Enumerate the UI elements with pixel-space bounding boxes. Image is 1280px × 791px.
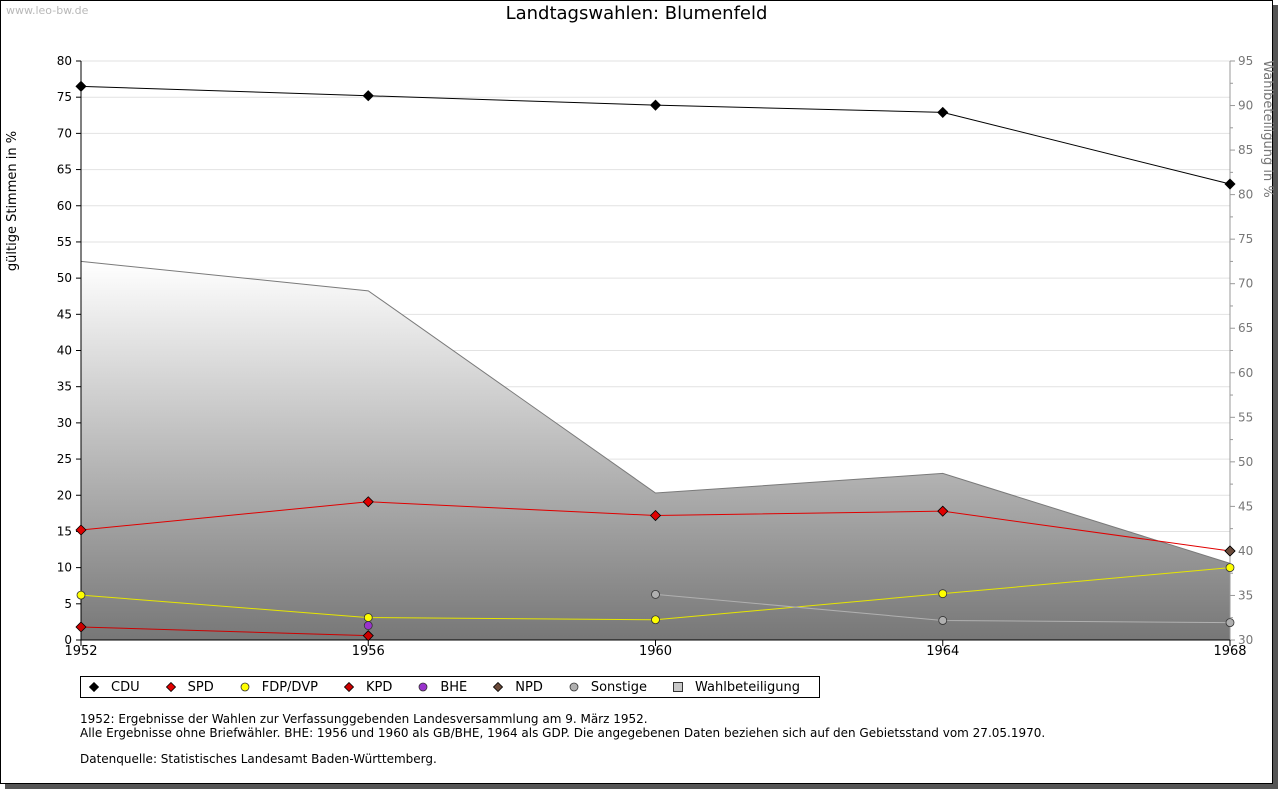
marker-sonstige [1225, 618, 1235, 628]
y2-tick-label: 45 [1238, 499, 1253, 513]
legend-label: Sonstige [590, 679, 648, 695]
y2-tick-label: 35 [1238, 588, 1253, 602]
area-wahlbeteiligung [81, 261, 1230, 640]
y2-tick-label: 40 [1238, 544, 1253, 558]
marker-npd [1224, 545, 1236, 557]
legend: CDU SPD FDP/DVP KPD BHE NPD Sonstige Wahlbeteil… [80, 676, 820, 698]
legend-marker-icon [673, 682, 684, 692]
y2-tick-label: 85 [1238, 143, 1253, 157]
y2-tick-label: 90 [1238, 99, 1253, 113]
legend-label: BHE [440, 679, 468, 695]
y-tick-label: 10 [57, 561, 72, 575]
legend-marker-icon [343, 682, 354, 692]
legend-item-cdu: CDU [89, 680, 140, 695]
y2-tick-label: 50 [1238, 455, 1253, 469]
marker-kpd [362, 630, 374, 642]
marker-fdp-dvp [363, 613, 373, 622]
y2-tick-label: 70 [1238, 277, 1253, 291]
legend-label: Wahlbeteiligung [695, 679, 801, 695]
data-source: Datenquelle: Statistisches Landesamt Bad… [80, 752, 437, 766]
y-tick-label: 5 [64, 597, 72, 611]
legend-item-wahlbeteiligung: Wahlbeteiligung [673, 680, 800, 695]
y-tick-label: 55 [57, 235, 72, 249]
y2-tick-label: 65 [1238, 321, 1253, 335]
marker-spd [937, 505, 949, 517]
legend-marker-icon [569, 682, 579, 692]
marker-spd [75, 524, 87, 536]
legend-label: CDU [111, 679, 140, 695]
x-tick-label: 1964 [926, 644, 959, 659]
y-tick-label: 60 [57, 199, 72, 213]
marker-fdp-dvp [651, 615, 660, 625]
x-tick-label: 1960 [639, 644, 672, 659]
area-wahlbeteiligung-edge [80, 260, 1231, 564]
legend-label: FDP/DVP [261, 679, 318, 695]
note-line-2: Alle Ergebnisse ohne Briefwähler. BHE: 1… [80, 726, 1046, 740]
y2-tick-label: 80 [1238, 188, 1253, 202]
marker-sonstige [938, 616, 948, 625]
y-axis-title: gültige Stimmen in % [5, 131, 20, 271]
chart-title: Landtagswahlen: Blumenfeld [505, 3, 768, 24]
y-tick-label: 25 [57, 452, 72, 466]
x-tick-label: 1952 [64, 644, 97, 659]
marker-cdu [937, 106, 949, 118]
legend-item-sonstige: Sonstige [569, 680, 647, 695]
y-tick-label: 45 [57, 307, 72, 321]
marker-sonstige [651, 590, 660, 599]
marker-layer [75, 80, 1236, 642]
marker-spd [649, 509, 662, 522]
legend-item-fdp-dvp: FDP/DVP [240, 680, 318, 695]
x-tick-label: 1968 [1213, 644, 1246, 659]
area-layer [80, 260, 1231, 640]
series-line-kpd [80, 626, 369, 637]
marker-bhe [363, 621, 373, 630]
legend-marker-icon [493, 682, 504, 692]
y-tick-label: 40 [57, 344, 72, 358]
marker-fdp-dvp [938, 589, 948, 599]
legend-marker-icon [89, 682, 99, 692]
y-tick-label: 70 [57, 126, 72, 140]
y-tick-label: 75 [57, 90, 72, 104]
x-tick-label: 1956 [352, 644, 385, 659]
y2-tick-label: 95 [1238, 54, 1253, 68]
y2-tick-label: 30 [1238, 633, 1253, 647]
y2-tick-label: 60 [1238, 366, 1253, 380]
notes: 1952: Ergebnisse der Wahlen zur Verfassu… [80, 712, 1045, 766]
y-tick-label: 50 [57, 271, 72, 285]
legend-marker-icon [418, 682, 428, 692]
legend-marker-icon [240, 682, 250, 692]
y-tick-label: 15 [57, 524, 72, 538]
marker-fdp-dvp [76, 590, 86, 600]
legend-item-kpd: KPD [343, 679, 393, 695]
marker-spd [362, 496, 374, 508]
axes: 0 5 10 15 20 25 30 35 40 45 50 55 60 65 70 75 80 30 35 40 45… [5, 54, 1275, 659]
chart-canvas: 0 5 10 15 20 25 30 35 40 45 50 55 60 65 70 75 80 30 35 40 45… [5, 54, 1275, 659]
note-line-1: 1952: Ergebnisse der Wahlen zur Verfassu… [80, 712, 648, 726]
legend-label: NPD [515, 679, 543, 695]
marker-cdu [75, 80, 87, 92]
marker-cdu [1224, 178, 1236, 190]
y-tick-label: 35 [57, 380, 72, 394]
y-tick-label: 80 [57, 54, 72, 68]
marker-cdu [362, 90, 374, 102]
legend-item-npd: NPD [493, 680, 543, 695]
y2-axis-title: Wahlbeteiligung in % [1260, 60, 1275, 197]
legend-item-spd: SPD [165, 679, 214, 695]
y-tick-label: 0 [64, 633, 72, 647]
y2-tick-label: 55 [1238, 410, 1253, 424]
y2-tick-label: 75 [1238, 232, 1253, 246]
legend-label: KPD [365, 679, 393, 695]
legend-item-bhe: BHE [418, 680, 467, 695]
legend-label: SPD [187, 679, 214, 695]
legend-marker-icon [165, 682, 176, 692]
watermark: www.leo-bw.de [6, 4, 89, 17]
marker-kpd [75, 621, 87, 633]
y-tick-label: 20 [57, 488, 72, 502]
y-tick-label: 30 [57, 416, 72, 430]
y-tick-label: 65 [57, 163, 72, 177]
marker-cdu [649, 99, 662, 111]
marker-fdp-dvp [1225, 563, 1235, 573]
